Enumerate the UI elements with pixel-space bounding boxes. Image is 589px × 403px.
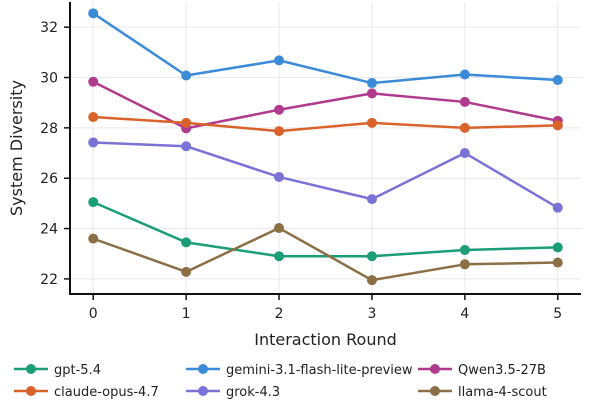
data-point-1-0 bbox=[88, 8, 99, 19]
x-tick-label-3: 3 bbox=[367, 306, 376, 322]
data-point-4-1 bbox=[181, 141, 192, 152]
series-2 bbox=[88, 76, 563, 134]
data-point-0-1 bbox=[181, 237, 192, 248]
y-tick-label-5: 32 bbox=[40, 20, 58, 36]
series-line-1 bbox=[92, 12, 558, 85]
data-point-0-3 bbox=[366, 251, 377, 262]
x-tick-label-4: 4 bbox=[460, 306, 469, 322]
data-point-2-2 bbox=[274, 104, 285, 115]
data-point-3-2 bbox=[274, 126, 285, 137]
y-tick-label-1: 24 bbox=[40, 222, 58, 238]
legend: gpt-5.4 gemini-3.1-flash-lite-preview Qwen… bbox=[14, 363, 547, 400]
data-point-0-0 bbox=[88, 197, 99, 208]
legend-item-4: grok-4.3 bbox=[186, 385, 280, 400]
x-tick-label-0: 0 bbox=[89, 306, 98, 322]
legend-item-1: gemini-3.1-flash-lite-preview bbox=[186, 363, 413, 378]
legend-label-4: grok-4.3 bbox=[226, 385, 280, 400]
y-axis-label: System Diversity bbox=[7, 80, 26, 216]
data-point-5-0 bbox=[88, 233, 99, 244]
data-point-5-5 bbox=[552, 257, 563, 268]
data-point-5-3 bbox=[366, 275, 377, 286]
legend-label-3: claude-opus-4.7 bbox=[54, 385, 159, 400]
y-tick-label-0: 22 bbox=[40, 272, 58, 288]
legend-label-5: llama-4-scout bbox=[458, 385, 547, 400]
x-tick-label-2: 2 bbox=[275, 306, 284, 322]
series-0 bbox=[88, 197, 563, 262]
data-point-1-4 bbox=[459, 69, 470, 80]
legend-label-1: gemini-3.1-flash-lite-preview bbox=[226, 363, 413, 378]
legend-item-3: claude-opus-4.7 bbox=[14, 385, 159, 400]
legend-marker-5 bbox=[430, 386, 440, 396]
data-point-2-4 bbox=[459, 96, 470, 107]
series-line-3 bbox=[93, 115, 558, 133]
data-point-3-3 bbox=[366, 117, 377, 128]
data-point-1-5 bbox=[552, 75, 563, 86]
series-line-2 bbox=[92, 80, 559, 130]
data-point-4-4 bbox=[459, 148, 470, 159]
series-line-4 bbox=[93, 141, 559, 209]
data-point-4-2 bbox=[274, 171, 285, 182]
y-tick-label-3: 28 bbox=[40, 121, 58, 137]
legend-marker-3 bbox=[26, 386, 36, 396]
series-5 bbox=[88, 223, 563, 286]
legend-item-2: Qwen3.5-27B bbox=[418, 363, 546, 378]
legend-marker-4 bbox=[198, 386, 208, 396]
data-point-2-0 bbox=[88, 76, 99, 87]
data-point-4-3 bbox=[366, 194, 377, 205]
series-3 bbox=[88, 112, 563, 137]
data-point-5-2 bbox=[274, 223, 285, 234]
legend-marker-0 bbox=[26, 364, 36, 374]
data-point-4-0 bbox=[88, 137, 99, 148]
series-lines bbox=[88, 8, 563, 286]
axes bbox=[69, 2, 581, 295]
legend-marker-2 bbox=[430, 364, 440, 374]
legend-label-0: gpt-5.4 bbox=[54, 363, 101, 378]
data-point-5-4 bbox=[459, 259, 470, 270]
x-tick-label-5: 5 bbox=[553, 306, 562, 322]
data-point-5-1 bbox=[181, 266, 192, 277]
data-point-2-3 bbox=[366, 88, 377, 99]
y-tick-label-2: 26 bbox=[40, 171, 58, 187]
data-point-4-5 bbox=[552, 202, 563, 213]
data-point-1-2 bbox=[274, 55, 285, 66]
series-1 bbox=[88, 8, 563, 89]
legend-marker-1 bbox=[198, 364, 208, 374]
legend-label-2: Qwen3.5-27B bbox=[458, 363, 546, 378]
data-point-1-3 bbox=[366, 78, 377, 89]
legend-item-0: gpt-5.4 bbox=[14, 363, 101, 378]
data-point-1-1 bbox=[181, 70, 192, 81]
series-line-0 bbox=[92, 200, 558, 258]
series-4 bbox=[88, 137, 563, 213]
data-point-3-0 bbox=[88, 112, 99, 123]
data-point-0-2 bbox=[274, 251, 285, 262]
legend-item-5: llama-4-scout bbox=[418, 385, 547, 400]
series-line-5 bbox=[92, 226, 558, 282]
ticks: 0 1 2 3 4 5 22 24 26 28 30 32 bbox=[40, 20, 562, 322]
data-point-3-1 bbox=[181, 117, 192, 128]
data-point-0-5 bbox=[552, 242, 563, 253]
x-tick-label-1: 1 bbox=[182, 306, 191, 322]
data-point-0-4 bbox=[459, 244, 470, 255]
data-point-3-5 bbox=[552, 120, 563, 131]
grid bbox=[70, 2, 581, 294]
y-tick-label-4: 30 bbox=[40, 71, 58, 87]
data-point-3-4 bbox=[459, 122, 470, 133]
x-axis-label: Interaction Round bbox=[254, 330, 397, 349]
